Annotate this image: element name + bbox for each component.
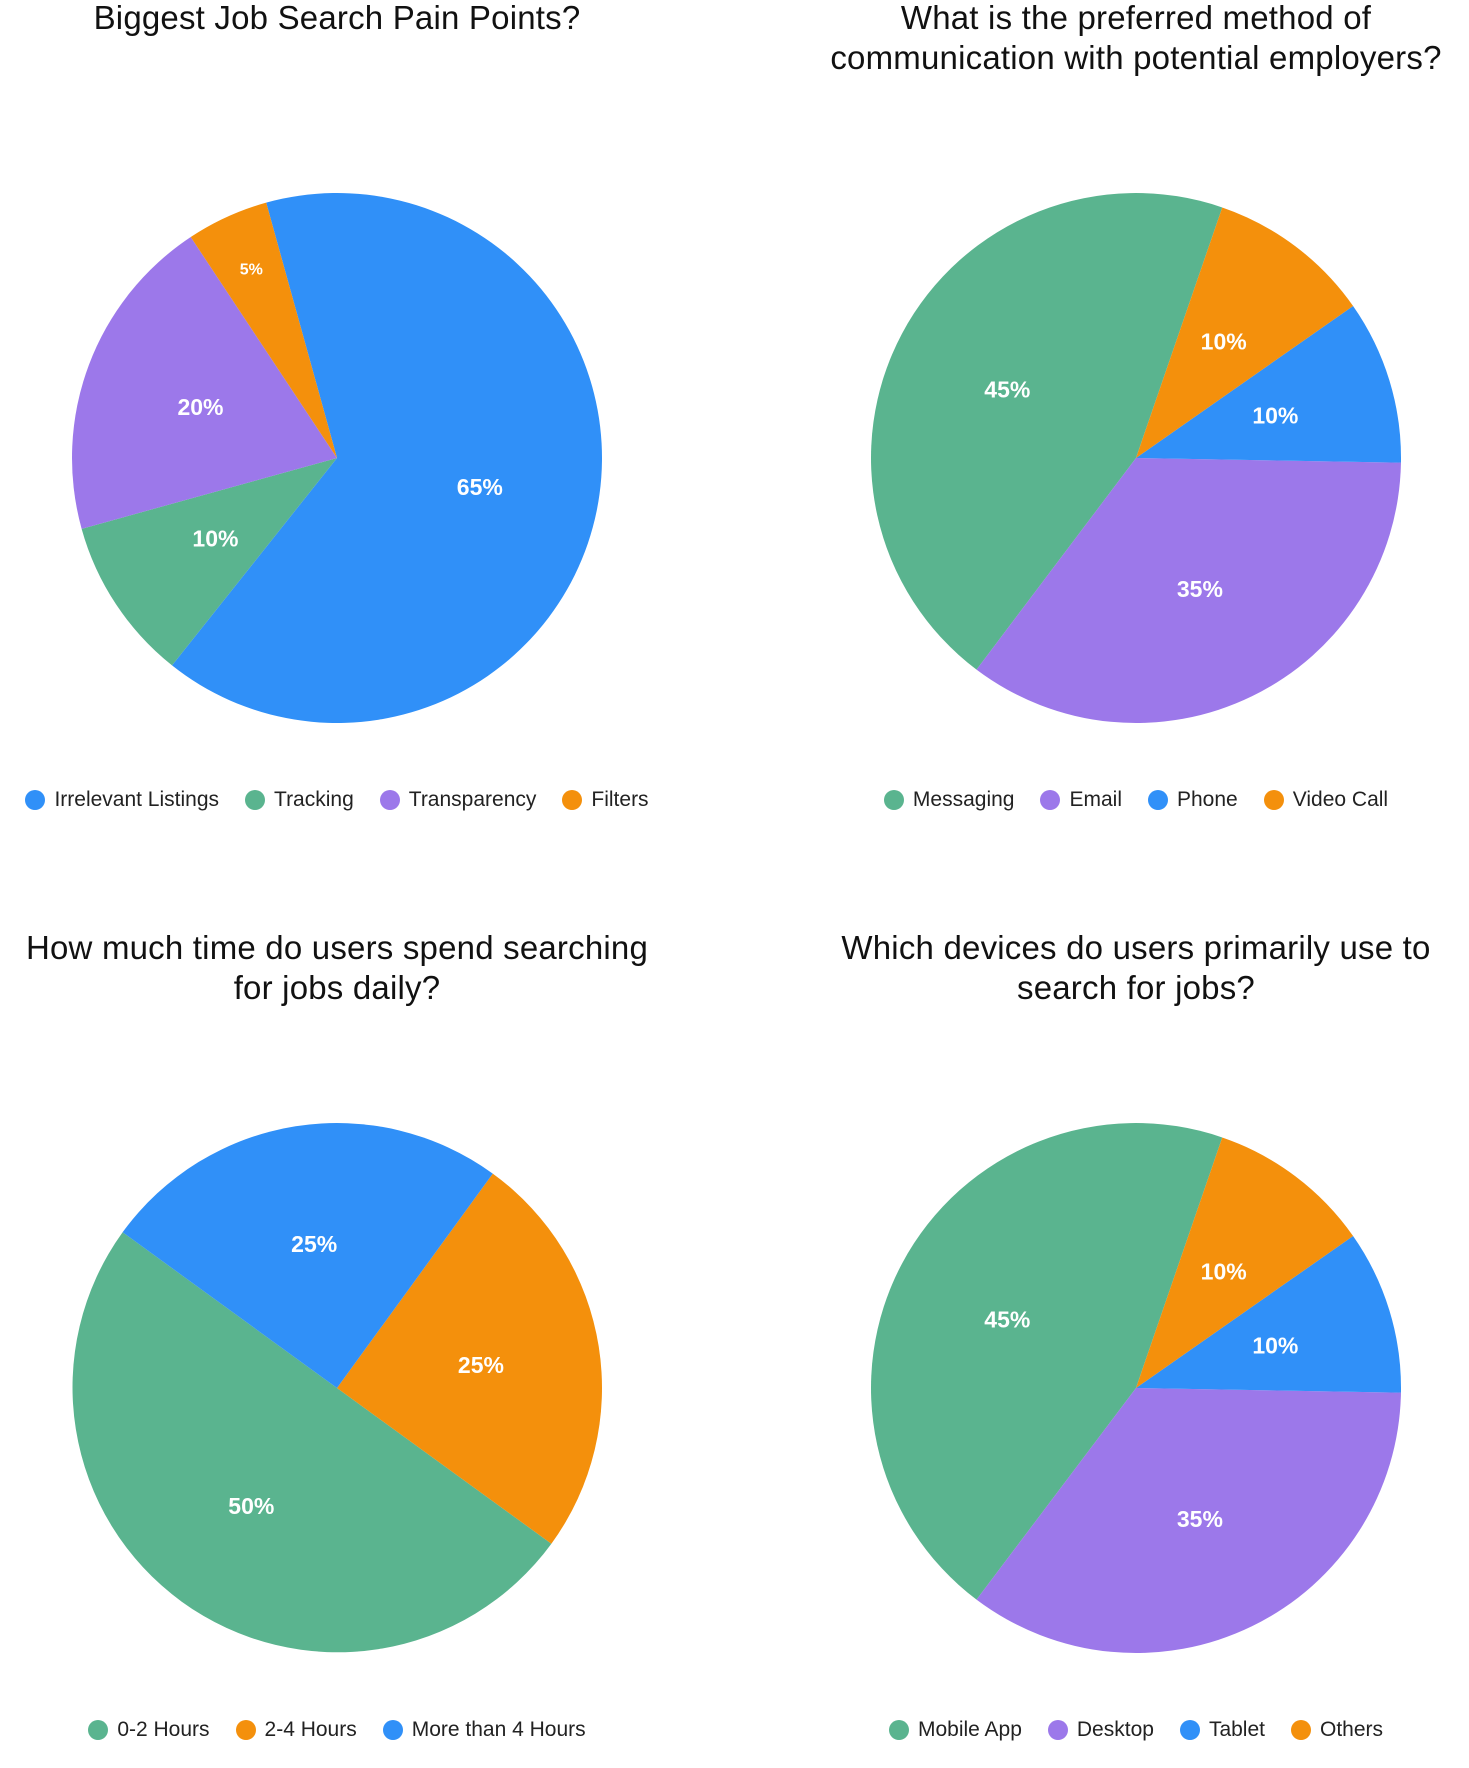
legend-item-tablet: Tablet <box>1179 1718 1265 1742</box>
legend-swatch <box>883 790 904 810</box>
legend-item-video-call: Video Call <box>1263 788 1389 812</box>
legend-item-0-2-hours: 0-2 Hours <box>88 1718 210 1742</box>
chart-title: What is the preferred method of communic… <box>830 0 1442 76</box>
legend-label: Phone <box>1177 788 1238 811</box>
legend-label: Irrelevant Listings <box>54 788 220 811</box>
pie-chart: 65% 10% 20% 5% <box>72 193 602 724</box>
pie-slice-tablet <box>1136 1236 1402 1393</box>
pie-slice-phone <box>1136 306 1402 463</box>
pie-slice-more-than-4-hours <box>122 1123 493 1388</box>
legend-label: Messaging <box>912 788 1015 811</box>
legend-item-transparency: Transparency <box>379 788 537 812</box>
legend-swatch <box>1047 1720 1068 1740</box>
legend-item-phone: Phone <box>1148 788 1238 812</box>
slice-value-label: 50% <box>228 1493 274 1519</box>
pie-slice-video-call <box>1136 207 1354 458</box>
legend-label: Transparency <box>408 788 537 811</box>
legend-item-mobile-app: Mobile App <box>888 1718 1022 1742</box>
legend-swatch <box>25 790 46 810</box>
pie-slice-filters <box>190 202 337 458</box>
legend-item-irrelevant-listings: Irrelevant Listings <box>25 788 219 812</box>
legend-swatch <box>382 1720 403 1740</box>
chart-panel-pain-points: Biggest Job Search Pain Points? 65% 10% 20… <box>7 0 667 838</box>
chart-legend: Irrelevant Listings Tracking Transparency F… <box>7 788 667 812</box>
legend-item-email: Email <box>1040 788 1122 812</box>
pie-slice-tracking <box>81 458 337 666</box>
slice-value-label: 45% <box>984 377 1030 403</box>
slice-value-label: 35% <box>1177 576 1223 602</box>
legend-item-filters: Filters <box>562 788 649 812</box>
legend-label: 2-4 Hours <box>264 1718 357 1741</box>
pie-chart: 45% 35% 10% 10% <box>871 1123 1402 1654</box>
legend-swatch <box>562 790 583 810</box>
slice-value-label: 10% <box>1201 1259 1247 1285</box>
legend-label: More than 4 Hours <box>411 1718 586 1741</box>
chart-panel-search-time: How much time do users spend searching f… <box>7 928 667 1768</box>
legend-label: Mobile App <box>917 1718 1022 1741</box>
legend-label: Email <box>1069 788 1122 811</box>
legend-swatch <box>888 1720 909 1740</box>
chart-legend: Mobile App Desktop Tablet Others <box>806 1718 1466 1742</box>
slice-value-label: 10% <box>192 525 238 551</box>
legend-item-others: Others <box>1290 1718 1384 1742</box>
legend-item-tracking: Tracking <box>245 788 354 812</box>
pie-slice-others <box>1136 1137 1354 1388</box>
slice-value-label: 65% <box>457 474 503 500</box>
pie-slice-0-2-hours <box>72 1232 552 1653</box>
pie-slice-transparency <box>72 237 337 529</box>
slice-value-label: 10% <box>1201 329 1247 355</box>
slice-value-label: 25% <box>458 1352 504 1378</box>
chart-legend: 0-2 Hours 2-4 Hours More than 4 Hours <box>7 1718 667 1742</box>
legend-label: Others <box>1319 1718 1384 1741</box>
chart-title: How much time do users spend searching f… <box>25 929 649 1006</box>
slice-value-label: 20% <box>177 394 223 420</box>
pie-slice-irrelevant-listings <box>172 193 602 724</box>
slice-value-label: 25% <box>291 1231 337 1257</box>
legend-swatch <box>1148 790 1168 810</box>
legend-swatch <box>235 1720 256 1740</box>
legend-item-more-than-4-hours: More than 4 Hours <box>382 1718 586 1742</box>
chart-panel-communication-method: What is the preferred method of communic… <box>806 0 1466 838</box>
legend-swatch <box>1040 790 1061 810</box>
slice-value-label: 10% <box>1252 1332 1298 1358</box>
legend-item-desktop: Desktop <box>1047 1718 1154 1742</box>
chart-legend: Messaging Email Phone Video Call <box>806 788 1466 812</box>
legend-swatch <box>379 790 400 810</box>
legend-label: Filters <box>591 788 649 811</box>
legend-label: Desktop <box>1076 1718 1154 1741</box>
slice-value-label: 5% <box>240 261 263 278</box>
legend-label: Tablet <box>1208 1718 1265 1741</box>
chart-title: Biggest Job Search Pain Points? <box>93 0 581 36</box>
pie-slice-email <box>976 458 1401 724</box>
legend-swatch <box>1263 790 1284 810</box>
slice-value-label: 10% <box>1252 402 1298 428</box>
legend-label: Video Call <box>1292 788 1389 811</box>
legend-item-2-4-hours: 2-4 Hours <box>235 1718 357 1742</box>
chart-title: Which devices do users primarily use to … <box>841 929 1431 1006</box>
pie-slice-mobile-app <box>871 1123 1223 1600</box>
pie-chart: 50% 25% 25% <box>72 1123 602 1653</box>
pie-slice-2-4-hours <box>337 1173 602 1544</box>
legend-label: Tracking <box>274 788 354 811</box>
legend-swatch <box>1179 1720 1200 1740</box>
legend-swatch <box>1290 1720 1311 1740</box>
legend-label: 0-2 Hours <box>117 1718 210 1741</box>
slice-value-label: 45% <box>984 1307 1030 1333</box>
chart-panel-devices: Which devices do users primarily use to … <box>806 928 1466 1768</box>
pie-slice-desktop <box>976 1388 1401 1654</box>
legend-item-messaging: Messaging <box>883 788 1015 812</box>
pie-chart: 45% 35% 10% 10% <box>871 193 1402 724</box>
slice-value-label: 35% <box>1177 1506 1223 1532</box>
pie-slice-messaging <box>871 193 1223 670</box>
legend-swatch <box>88 1720 109 1740</box>
legend-swatch <box>245 790 266 810</box>
